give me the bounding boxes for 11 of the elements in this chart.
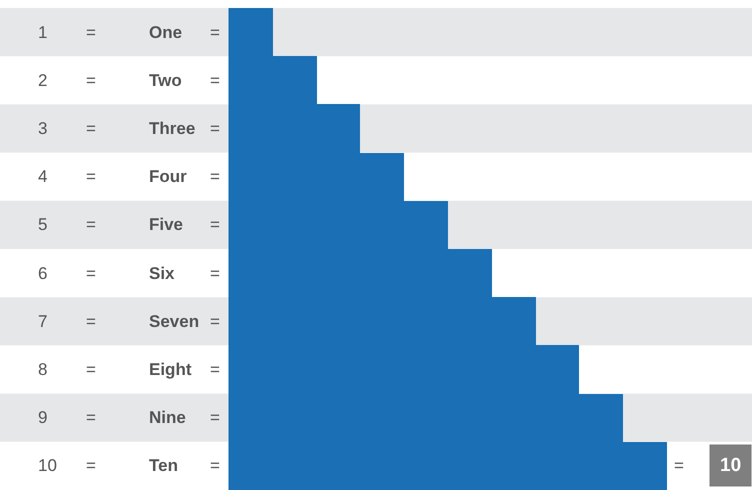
category-label: 5 = Five = [38, 215, 220, 234]
text: = 10 [674, 455, 742, 476]
category-label: 7 = Seven = [38, 312, 220, 331]
category-label: 3 = Three = [38, 119, 220, 138]
category-label: 10 = Ten = [38, 456, 220, 475]
category-label: 1 = One = [38, 23, 220, 42]
category-label: 8 = Eight = [38, 360, 220, 379]
category-label: 9 = Nine = [38, 408, 220, 427]
category-label: 2 = Two = [38, 71, 220, 90]
category-label: 6 = Six = [38, 264, 220, 283]
category-label: 4 = Four = [38, 167, 220, 186]
